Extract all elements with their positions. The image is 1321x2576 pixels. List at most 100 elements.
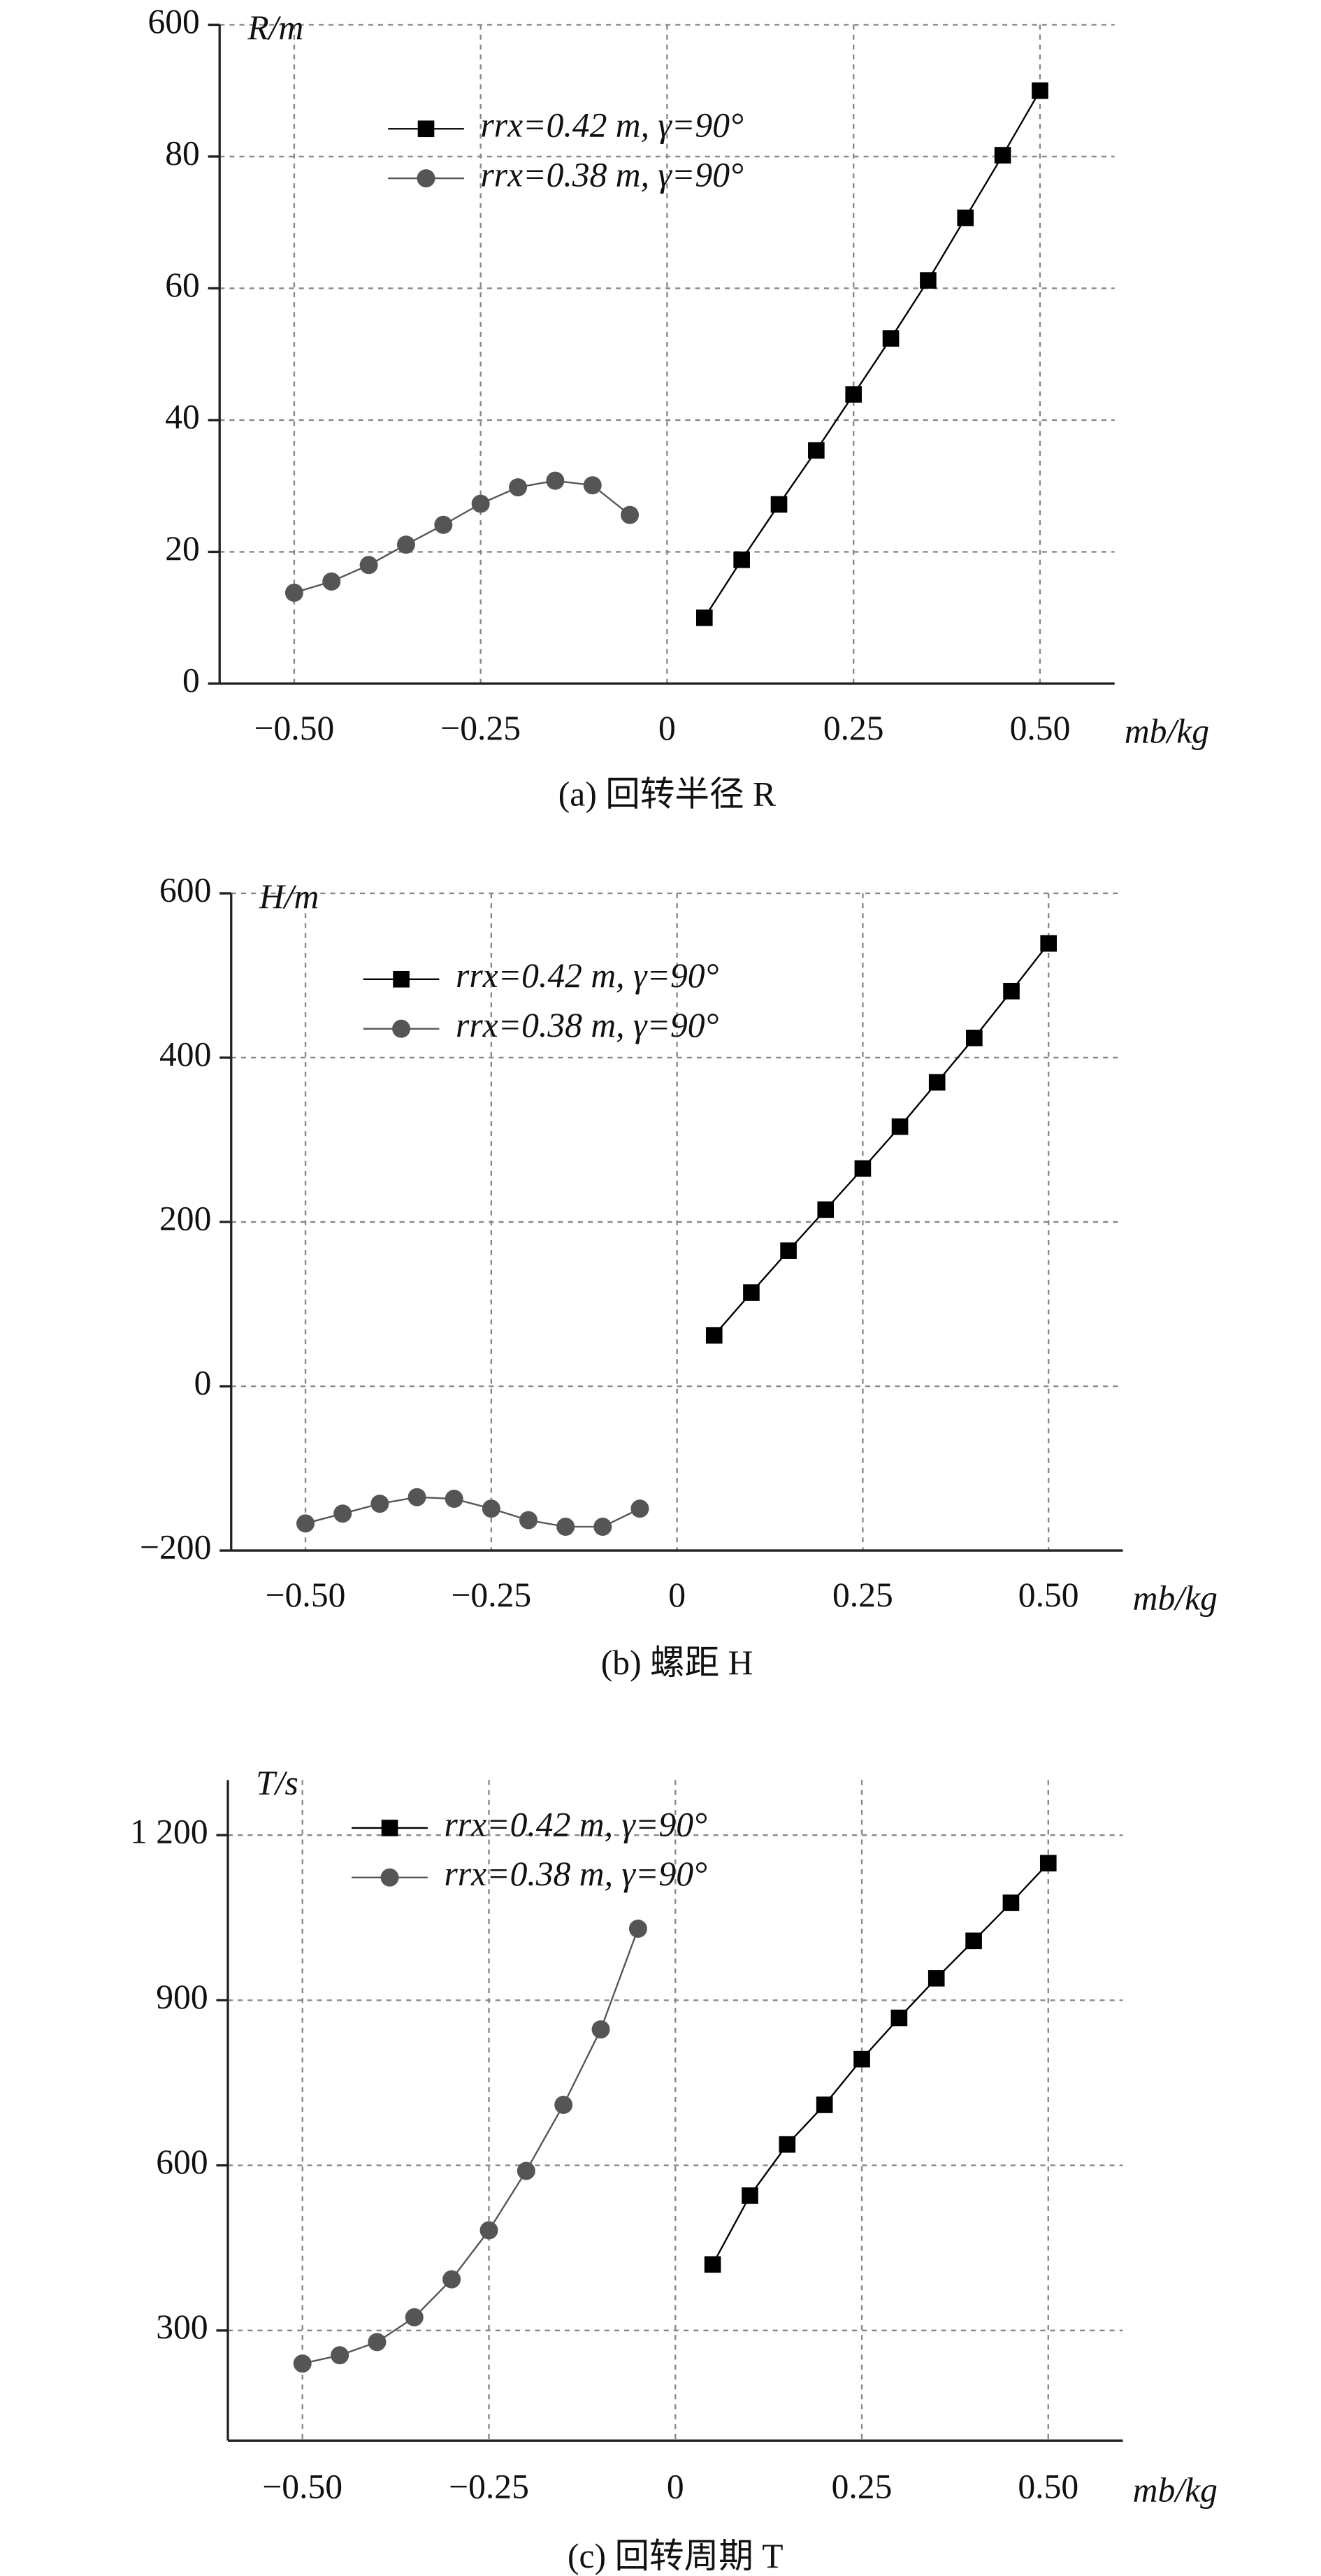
x-tick-label: 0.50 (1018, 1576, 1079, 1614)
y-tick-label: 0 (194, 1363, 212, 1402)
marker (628, 1920, 647, 1938)
caption: (a) 回转半径 R (558, 775, 776, 813)
marker (704, 2256, 721, 2273)
marker (965, 1932, 982, 1950)
marker (593, 1518, 612, 1536)
marker (284, 583, 303, 602)
marker (322, 572, 341, 591)
marker (882, 330, 900, 347)
marker (293, 2354, 312, 2373)
marker (695, 609, 713, 626)
marker (845, 386, 862, 403)
y-tick-label: 80 (165, 134, 200, 172)
marker (393, 970, 410, 988)
marker (1040, 935, 1057, 952)
marker (817, 1201, 835, 1218)
series-line (302, 1928, 640, 2365)
marker (296, 1514, 315, 1533)
x-axis-label: mb/kg (1133, 1579, 1218, 1618)
marker (853, 2050, 870, 2068)
marker (556, 1518, 575, 1536)
marker (742, 2187, 758, 2204)
legend-label: rrx=0.42 m, γ=90° (456, 956, 719, 995)
marker (407, 1488, 426, 1506)
marker (417, 120, 435, 138)
x-tick-label: −0.25 (449, 2468, 529, 2506)
y-tick-label: 1 200 (130, 1813, 208, 1851)
marker (1002, 1894, 1020, 1911)
x-tick-label: 0 (668, 1576, 686, 1614)
y-axis-label: T/s (256, 1764, 298, 1802)
y-tick-label: 600 (156, 2143, 208, 2181)
marker (1039, 1855, 1057, 1872)
y-tick-label: 400 (159, 1035, 211, 1073)
x-tick-label: −0.25 (440, 709, 521, 747)
marker (705, 1327, 723, 1344)
marker (396, 535, 415, 554)
x-tick-label: 0 (658, 709, 676, 747)
marker (479, 2221, 498, 2240)
y-tick-label: 900 (156, 1978, 208, 2016)
marker (808, 442, 825, 459)
y-axis-label: H/m (259, 877, 319, 916)
marker (780, 1242, 797, 1259)
legend-label: rrx=0.38 m, γ=90° (445, 1855, 708, 1893)
y-tick-label: 200 (159, 1199, 211, 1237)
marker (920, 272, 937, 289)
marker (471, 494, 490, 513)
y-tick-label: 20 (165, 529, 200, 568)
legend-label: rrx=0.38 m, γ=90° (480, 155, 744, 194)
marker (966, 1029, 983, 1046)
marker (733, 551, 750, 568)
marker (743, 1284, 760, 1301)
marker (554, 2095, 573, 2114)
marker (509, 478, 528, 497)
series-line (294, 480, 630, 594)
marker (770, 496, 788, 513)
marker (445, 1490, 463, 1509)
marker (417, 169, 435, 188)
marker (779, 2136, 796, 2153)
marker (583, 476, 602, 495)
legend-label: rrx=0.38 m, γ=90° (456, 1006, 719, 1044)
y-tick-label: 0 (182, 661, 200, 699)
marker (381, 1820, 398, 1836)
marker (368, 2333, 387, 2352)
y-tick-label: 600 (147, 2, 199, 41)
marker (1032, 82, 1048, 99)
marker (370, 1495, 389, 1513)
marker (482, 1499, 500, 1518)
marker (891, 1118, 909, 1135)
marker (928, 1074, 946, 1091)
marker (392, 1019, 411, 1038)
marker (442, 2270, 461, 2289)
marker (1003, 982, 1020, 1000)
marker (890, 2009, 908, 2027)
marker (546, 471, 565, 490)
marker (591, 2020, 610, 2039)
x-tick-label: −0.50 (254, 709, 335, 747)
x-axis-label: mb/kg (1133, 2470, 1218, 2509)
marker (405, 2308, 424, 2326)
series-line (712, 1862, 1049, 2265)
y-tick-label: 40 (165, 397, 200, 436)
x-tick-label: −0.25 (451, 1576, 531, 1614)
x-tick-label: −0.50 (262, 2468, 342, 2506)
marker (380, 1868, 399, 1887)
x-tick-label: 0 (667, 2468, 684, 2506)
marker (994, 147, 1011, 164)
marker (434, 515, 453, 534)
y-tick-label: 300 (156, 2308, 208, 2346)
x-tick-label: 0.25 (832, 2468, 893, 2506)
x-tick-label: 0.50 (1010, 709, 1071, 747)
marker (854, 1160, 872, 1177)
series-line (703, 90, 1041, 619)
series-line (713, 942, 1050, 1336)
caption: (c) 回转周期 T (568, 2537, 784, 2575)
marker (816, 2096, 833, 2113)
x-tick-label: 0.25 (823, 709, 884, 747)
x-tick-label: 0.25 (832, 1576, 893, 1614)
marker (630, 1499, 649, 1518)
y-tick-label: 60 (165, 266, 200, 304)
